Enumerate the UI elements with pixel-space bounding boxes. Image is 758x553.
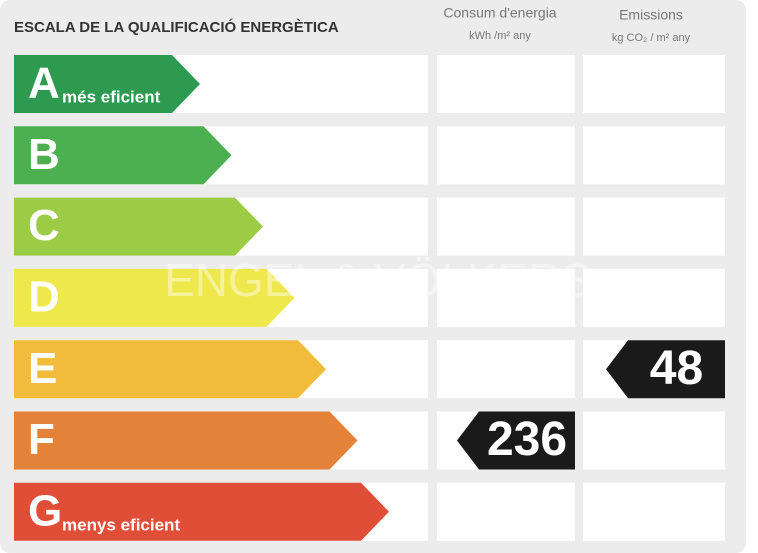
column-title: Consum d'energia <box>443 5 556 21</box>
rating-letter: F <box>28 415 55 464</box>
cell <box>437 482 575 541</box>
rating-note: menys eficient <box>62 515 180 534</box>
rating-letter: D <box>28 273 60 322</box>
column-title: Emissions <box>619 7 683 23</box>
rating-letter: A <box>28 59 60 108</box>
rating-arrow <box>14 126 232 185</box>
cell <box>583 126 725 185</box>
cell <box>583 197 725 256</box>
rating-arrow <box>14 482 389 541</box>
rating-letter: E <box>28 344 57 393</box>
cell <box>583 268 725 327</box>
rating-arrow <box>14 411 358 470</box>
title: ESCALA DE LA QUALIFICACIÓ ENERGÈTICA <box>14 18 339 36</box>
value-label: 48 <box>650 342 703 395</box>
rating-letter: G <box>28 486 62 535</box>
column-unit: kg CO₂ / m² any <box>612 32 691 44</box>
cell <box>583 411 725 470</box>
cell <box>437 340 575 399</box>
rating-arrow <box>14 197 263 256</box>
cell <box>437 126 575 185</box>
value-label: 236 <box>487 413 567 466</box>
cell <box>437 55 575 113</box>
column-unit: kWh /m² any <box>469 30 531 42</box>
rating-note: més eficient <box>62 87 161 106</box>
value-badge <box>606 340 725 399</box>
rating-arrow <box>14 268 295 327</box>
rating-letter: C <box>28 201 60 250</box>
cell <box>437 268 575 327</box>
rating-letter: B <box>28 130 60 179</box>
watermark: ENGEL & VÖLKERS <box>164 254 592 306</box>
cell <box>583 55 725 113</box>
rating-arrow <box>14 55 200 113</box>
cell <box>437 197 575 256</box>
value-badge <box>457 411 575 470</box>
cell <box>583 482 725 541</box>
rating-arrow <box>14 340 326 399</box>
